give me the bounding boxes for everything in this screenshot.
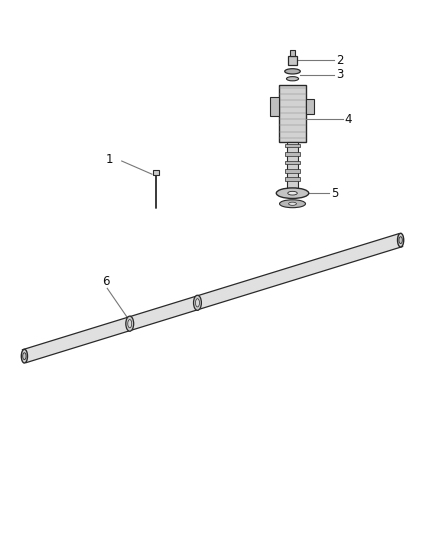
Ellipse shape	[285, 69, 300, 74]
Text: 3: 3	[337, 68, 344, 81]
Ellipse shape	[126, 316, 134, 331]
Ellipse shape	[128, 320, 132, 328]
FancyBboxPatch shape	[270, 98, 279, 116]
FancyBboxPatch shape	[285, 144, 300, 148]
Ellipse shape	[194, 295, 201, 310]
FancyBboxPatch shape	[306, 99, 314, 114]
Text: 1: 1	[106, 153, 113, 166]
Text: 5: 5	[332, 187, 339, 200]
Text: 4: 4	[345, 112, 352, 125]
FancyBboxPatch shape	[285, 152, 300, 156]
Ellipse shape	[23, 353, 26, 360]
Ellipse shape	[276, 188, 309, 198]
Ellipse shape	[288, 191, 297, 195]
FancyBboxPatch shape	[290, 50, 295, 55]
FancyBboxPatch shape	[153, 170, 159, 175]
Ellipse shape	[399, 237, 403, 244]
Text: 6: 6	[102, 275, 109, 288]
Ellipse shape	[289, 202, 297, 205]
Polygon shape	[22, 233, 403, 362]
Ellipse shape	[195, 298, 199, 307]
FancyBboxPatch shape	[285, 169, 300, 173]
FancyBboxPatch shape	[287, 142, 298, 188]
Ellipse shape	[286, 77, 299, 81]
FancyBboxPatch shape	[279, 85, 306, 142]
FancyBboxPatch shape	[285, 160, 300, 164]
Text: 2: 2	[336, 54, 344, 67]
FancyBboxPatch shape	[288, 55, 297, 65]
Ellipse shape	[279, 200, 305, 208]
Ellipse shape	[398, 233, 404, 247]
FancyBboxPatch shape	[285, 177, 300, 181]
Ellipse shape	[21, 349, 28, 363]
